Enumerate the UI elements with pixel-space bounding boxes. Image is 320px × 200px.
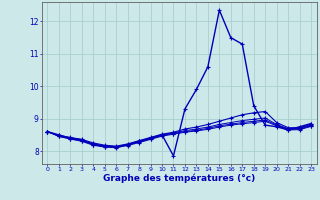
X-axis label: Graphe des températures (°c): Graphe des températures (°c) [103,173,255,183]
